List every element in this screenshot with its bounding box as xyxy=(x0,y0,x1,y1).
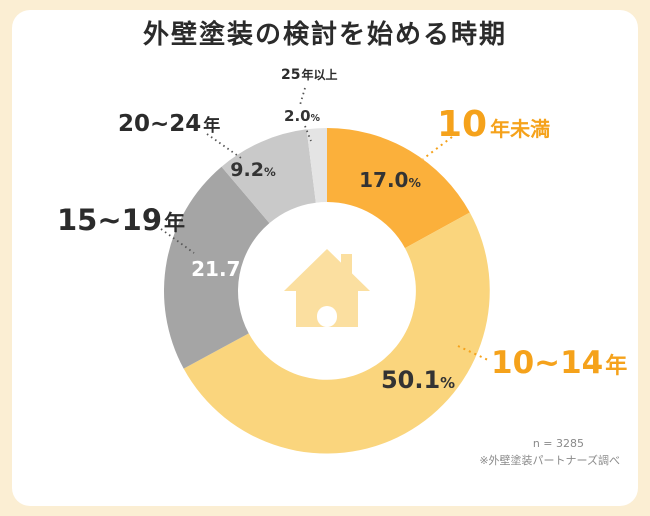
sample-size: n = 3285 xyxy=(532,437,584,450)
percent-sign: % xyxy=(263,165,276,179)
leader-line-under-10 xyxy=(422,136,453,160)
slice-value-15-19: 21.7% xyxy=(191,259,253,279)
slice-label-15-19: 15~19 年 xyxy=(57,206,185,235)
slice-label-10-14-suffix: 年 xyxy=(605,354,628,379)
donut-segment-20~24年 xyxy=(221,129,316,224)
slice-label-15-19-suffix: 年 xyxy=(164,211,186,235)
slice-label-25-plus-number: 25 xyxy=(281,67,301,83)
leader-line-25-plus-lower xyxy=(304,125,312,142)
slice-value-15-19-number: 21.7 xyxy=(191,257,241,281)
slice-value-20-24: 9.2% xyxy=(230,161,275,180)
slice-value-25-plus-number: 2.0 xyxy=(284,107,311,125)
chart-title: 外壁塗装の検討を始める時期 xyxy=(142,20,507,50)
percent-sign: % xyxy=(440,374,456,392)
slice-label-20-24-suffix: 年 xyxy=(203,116,221,136)
slice-value-under-10: 17.0% xyxy=(359,170,421,190)
slice-label-25-plus-suffix: 年以上 xyxy=(301,68,338,82)
leader-line-25-plus xyxy=(299,87,306,106)
slice-label-25-plus: 25 年以上 xyxy=(281,68,338,82)
donut-segment-10年未満 xyxy=(327,128,470,249)
slice-value-10-14: 50.1% xyxy=(381,368,455,392)
slice-value-25-plus: 2.0% xyxy=(284,109,320,124)
percent-sign: % xyxy=(310,113,320,124)
slice-label-20-24: 20~24 年 xyxy=(118,113,220,136)
percent-sign: % xyxy=(408,175,421,190)
donut-segment-10~14年 xyxy=(183,212,490,454)
slice-value-10-14-number: 50.1 xyxy=(380,366,441,394)
slice-label-under-10-suffix: 年未満 xyxy=(490,117,551,141)
donut-segment-15~19年 xyxy=(163,166,270,369)
slice-label-10-14: 10~14 年 xyxy=(491,348,627,379)
leader-line-20-24 xyxy=(206,133,242,159)
donut-segment-25年以上 xyxy=(306,128,327,203)
leader-line-15-19 xyxy=(160,228,195,254)
leader-line-10-14 xyxy=(457,345,489,361)
slice-label-15-19-number: 15~19 xyxy=(57,203,163,237)
slice-label-under-10-number: 10 xyxy=(437,104,488,145)
source-note: ※外壁塗装パートナーズ調べ xyxy=(479,453,620,467)
slice-value-under-10-number: 17.0 xyxy=(359,168,409,192)
slice-label-20-24-number: 20~24 xyxy=(118,111,202,137)
slice-label-under-10: 10 年未満 xyxy=(437,107,550,143)
percent-sign: % xyxy=(240,264,253,279)
slice-label-10-14-number: 10~14 xyxy=(491,345,604,381)
slice-value-20-24-number: 9.2 xyxy=(230,159,264,181)
footnote: n = 3285 ※外壁塗装パートナーズ調べ xyxy=(479,436,620,469)
